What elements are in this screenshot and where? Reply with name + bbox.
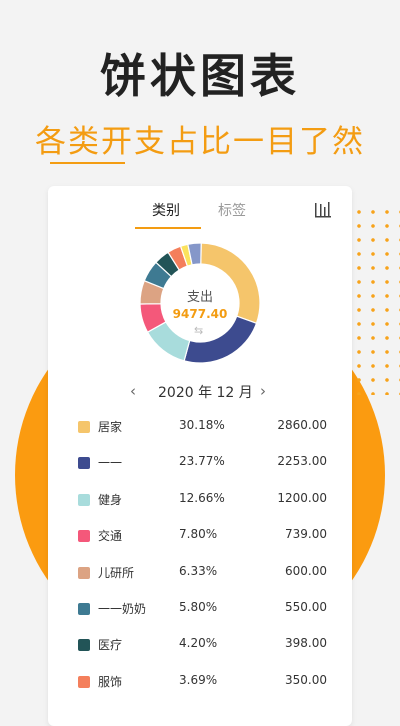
month-nav: ‹ 2020 年 12 月 › <box>48 382 352 406</box>
center-label: 支出 <box>186 290 213 305</box>
category-name: 医疗 <box>98 638 123 653</box>
category-row[interactable]: 一一 23.77% 2253.00 <box>48 454 352 493</box>
category-amount: 2253.00 <box>277 454 327 469</box>
month-label: 2020 年 12 月 <box>158 385 253 401</box>
chevron-left-icon[interactable]: ‹ <box>130 382 136 400</box>
hero-title: 饼状图表 <box>100 49 300 103</box>
tab-category[interactable]: 类别 <box>152 203 180 219</box>
category-name: 居家 <box>98 420 123 434</box>
category-row[interactable]: 交通 7.80% 739.00 <box>48 527 352 566</box>
category-percent: 23.77% <box>179 454 225 469</box>
category-name: 一一奶奶 <box>98 602 147 616</box>
category-percent: 7.80% <box>179 527 218 542</box>
category-percent: 30.18% <box>179 418 225 432</box>
category-row[interactable]: 居家 30.18% 2860.00 <box>48 418 352 457</box>
category-percent: 4.20% <box>179 636 218 651</box>
category-row[interactable]: 儿研所 6.33% 600.00 <box>48 563 352 603</box>
color-swatch <box>78 421 90 433</box>
category-name: 服饰 <box>98 674 123 689</box>
color-swatch <box>78 566 90 579</box>
category-amount: 600.00 <box>285 563 327 578</box>
color-swatch <box>78 457 90 470</box>
category-percent: 6.33% <box>179 563 218 578</box>
color-swatch <box>78 493 90 506</box>
category-name: 健身 <box>98 492 123 507</box>
donut-chart: 支出 9477.40 ⇆ <box>138 241 262 365</box>
category-amount: 398.00 <box>285 636 327 651</box>
category-amount: 350.00 <box>285 672 327 687</box>
donut-slice[interactable] <box>187 242 202 266</box>
color-swatch <box>78 530 90 543</box>
category-name: 一一 <box>98 456 123 471</box>
category-row[interactable]: 医疗 4.20% 398.00 <box>48 636 352 675</box>
category-percent: 12.66% <box>179 490 225 505</box>
color-swatch <box>78 675 90 688</box>
category-row[interactable]: 健身 12.66% 1200.00 <box>48 490 352 530</box>
category-row[interactable]: 服饰 3.69% 350.00 <box>48 672 352 712</box>
category-row[interactable]: 一一奶奶 5.80% 550.00 <box>48 600 352 639</box>
tab-bar: 类别 标签 <box>48 200 352 230</box>
hero-subtitle: 各类开支占比一目了然 <box>35 124 365 160</box>
bar-chart-icon[interactable] <box>314 200 332 222</box>
tab-tag[interactable]: 标签 <box>218 203 246 219</box>
color-swatch <box>78 603 90 615</box>
chevron-right-icon[interactable]: › <box>260 382 266 400</box>
donut-svg <box>139 242 261 364</box>
category-amount: 2860.00 <box>277 418 327 432</box>
category-amount: 550.00 <box>285 600 327 614</box>
category-percent: 5.80% <box>179 600 218 614</box>
category-amount: 1200.00 <box>277 490 327 505</box>
category-amount: 739.00 <box>285 527 327 542</box>
center-amount: 9477.40 <box>172 307 228 321</box>
category-percent: 3.69% <box>179 672 218 687</box>
stats-card: 类别 标签 支出 9477.40 ⇆ ‹ 2020 年 12 月 › 居家 30.… <box>48 186 352 726</box>
category-name: 儿研所 <box>98 565 135 580</box>
color-swatch <box>78 639 90 652</box>
category-name: 交通 <box>98 529 123 544</box>
decorative-dot-grid <box>352 205 400 395</box>
subtitle-underline <box>50 162 125 164</box>
refresh-icon[interactable]: ⇆ <box>194 324 204 337</box>
active-tab-indicator <box>135 227 201 229</box>
